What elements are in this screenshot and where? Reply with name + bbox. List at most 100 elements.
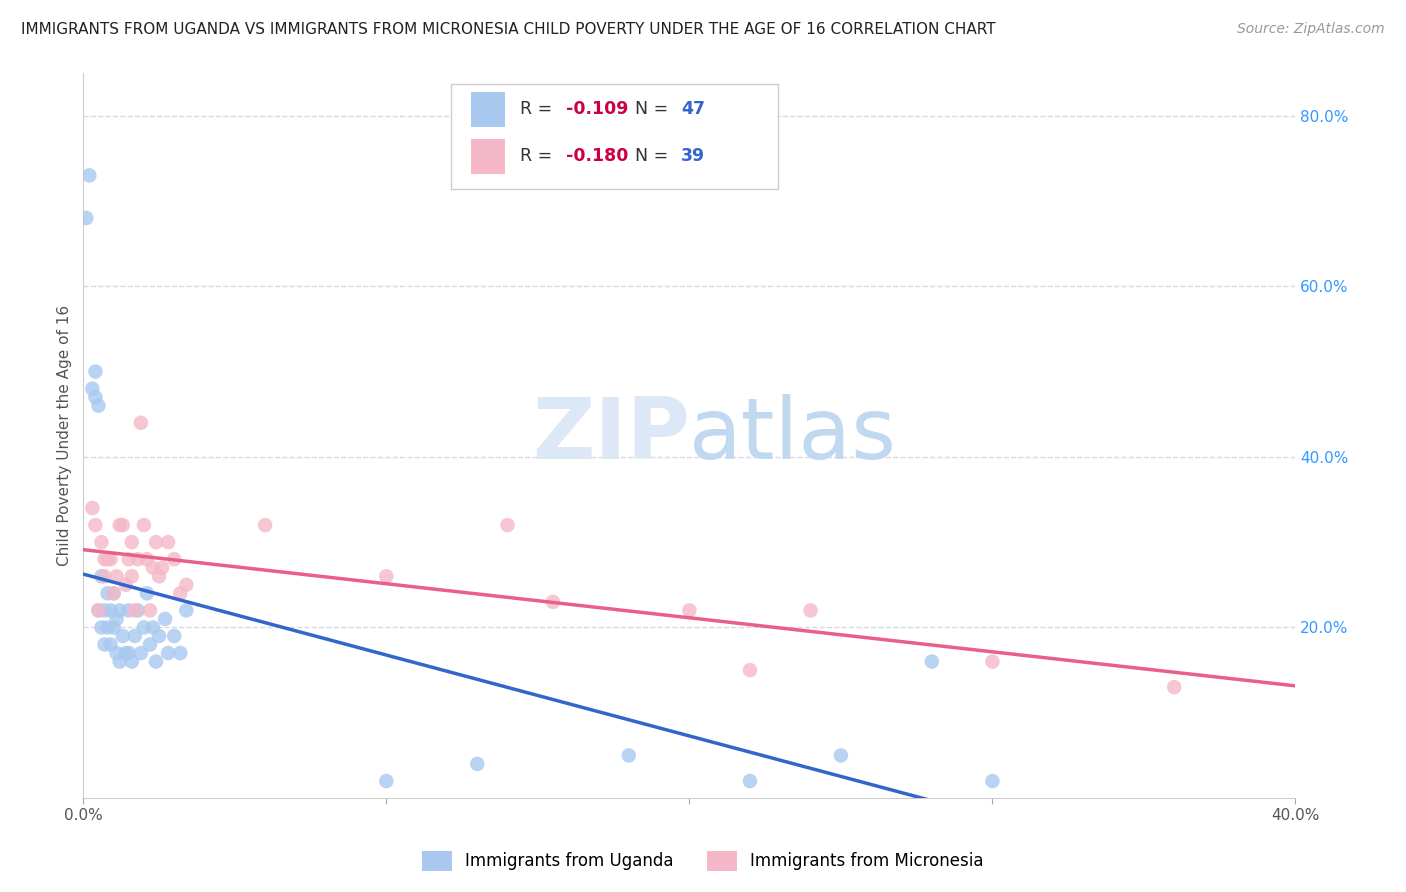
Point bbox=[981, 655, 1004, 669]
Point bbox=[981, 774, 1004, 789]
Point bbox=[114, 578, 136, 592]
Point bbox=[118, 552, 141, 566]
Point bbox=[87, 603, 110, 617]
Point bbox=[136, 552, 159, 566]
Point bbox=[100, 552, 122, 566]
Point bbox=[93, 603, 115, 617]
Point bbox=[132, 518, 155, 533]
Point bbox=[87, 399, 110, 413]
Point bbox=[103, 586, 125, 600]
Point bbox=[82, 501, 104, 516]
Point bbox=[90, 620, 112, 634]
Point bbox=[93, 569, 115, 583]
Point bbox=[121, 655, 143, 669]
Point bbox=[100, 603, 122, 617]
Point bbox=[157, 535, 180, 549]
Text: Source: ZipAtlas.com: Source: ZipAtlas.com bbox=[1237, 22, 1385, 37]
Point bbox=[148, 629, 170, 643]
Point bbox=[163, 629, 186, 643]
Point bbox=[136, 586, 159, 600]
Text: R =: R = bbox=[520, 100, 557, 119]
Y-axis label: Child Poverty Under the Age of 16: Child Poverty Under the Age of 16 bbox=[58, 305, 72, 566]
Point bbox=[114, 646, 136, 660]
Point bbox=[108, 655, 131, 669]
FancyBboxPatch shape bbox=[471, 139, 505, 174]
Point bbox=[129, 416, 152, 430]
Text: N =: N = bbox=[636, 147, 673, 165]
Point bbox=[96, 620, 118, 634]
Point bbox=[921, 655, 943, 669]
Point bbox=[142, 560, 165, 574]
Point bbox=[84, 518, 107, 533]
Point bbox=[87, 603, 110, 617]
Point bbox=[84, 390, 107, 404]
Point bbox=[75, 211, 97, 225]
Point bbox=[105, 569, 128, 583]
Point bbox=[254, 518, 277, 533]
Point bbox=[118, 646, 141, 660]
Point bbox=[127, 552, 149, 566]
Point bbox=[103, 620, 125, 634]
Point bbox=[103, 586, 125, 600]
Point bbox=[100, 638, 122, 652]
Point bbox=[127, 603, 149, 617]
Text: ZIP: ZIP bbox=[531, 394, 689, 477]
Text: N =: N = bbox=[636, 100, 673, 119]
Text: R =: R = bbox=[520, 147, 557, 165]
Point bbox=[79, 169, 101, 183]
Point bbox=[84, 365, 107, 379]
Point bbox=[496, 518, 519, 533]
Point bbox=[82, 382, 104, 396]
Point bbox=[678, 603, 700, 617]
Point bbox=[108, 603, 131, 617]
Point bbox=[176, 578, 198, 592]
Point bbox=[121, 535, 143, 549]
Point bbox=[800, 603, 823, 617]
FancyBboxPatch shape bbox=[450, 84, 778, 189]
Point bbox=[153, 612, 176, 626]
Point bbox=[176, 603, 198, 617]
Point bbox=[150, 560, 173, 574]
Point bbox=[169, 586, 191, 600]
Legend: Immigrants from Uganda, Immigrants from Micronesia: Immigrants from Uganda, Immigrants from … bbox=[413, 842, 993, 880]
Point bbox=[169, 646, 191, 660]
Point bbox=[93, 638, 115, 652]
Point bbox=[90, 535, 112, 549]
Point bbox=[96, 552, 118, 566]
Point bbox=[124, 603, 146, 617]
Point bbox=[830, 748, 852, 763]
Point bbox=[139, 603, 162, 617]
Text: atlas: atlas bbox=[689, 394, 897, 477]
Point bbox=[132, 620, 155, 634]
Point bbox=[157, 646, 180, 660]
Point bbox=[148, 569, 170, 583]
Point bbox=[142, 620, 165, 634]
Point bbox=[163, 552, 186, 566]
Point bbox=[139, 638, 162, 652]
Point bbox=[541, 595, 564, 609]
Point bbox=[105, 646, 128, 660]
Point bbox=[1163, 680, 1185, 694]
Point bbox=[124, 629, 146, 643]
Point bbox=[108, 518, 131, 533]
Text: -0.109: -0.109 bbox=[565, 100, 628, 119]
Point bbox=[129, 646, 152, 660]
Point bbox=[90, 569, 112, 583]
Point bbox=[121, 569, 143, 583]
Point bbox=[375, 569, 398, 583]
Point bbox=[375, 774, 398, 789]
Point bbox=[738, 774, 761, 789]
Point bbox=[111, 518, 134, 533]
Point bbox=[105, 612, 128, 626]
Point bbox=[93, 552, 115, 566]
FancyBboxPatch shape bbox=[471, 92, 505, 127]
Point bbox=[145, 535, 167, 549]
Point bbox=[96, 586, 118, 600]
Point bbox=[738, 663, 761, 677]
Point bbox=[111, 629, 134, 643]
Text: IMMIGRANTS FROM UGANDA VS IMMIGRANTS FROM MICRONESIA CHILD POVERTY UNDER THE AGE: IMMIGRANTS FROM UGANDA VS IMMIGRANTS FRO… bbox=[21, 22, 995, 37]
Point bbox=[118, 603, 141, 617]
Text: 39: 39 bbox=[681, 147, 704, 165]
Point bbox=[465, 756, 488, 771]
Point bbox=[617, 748, 640, 763]
